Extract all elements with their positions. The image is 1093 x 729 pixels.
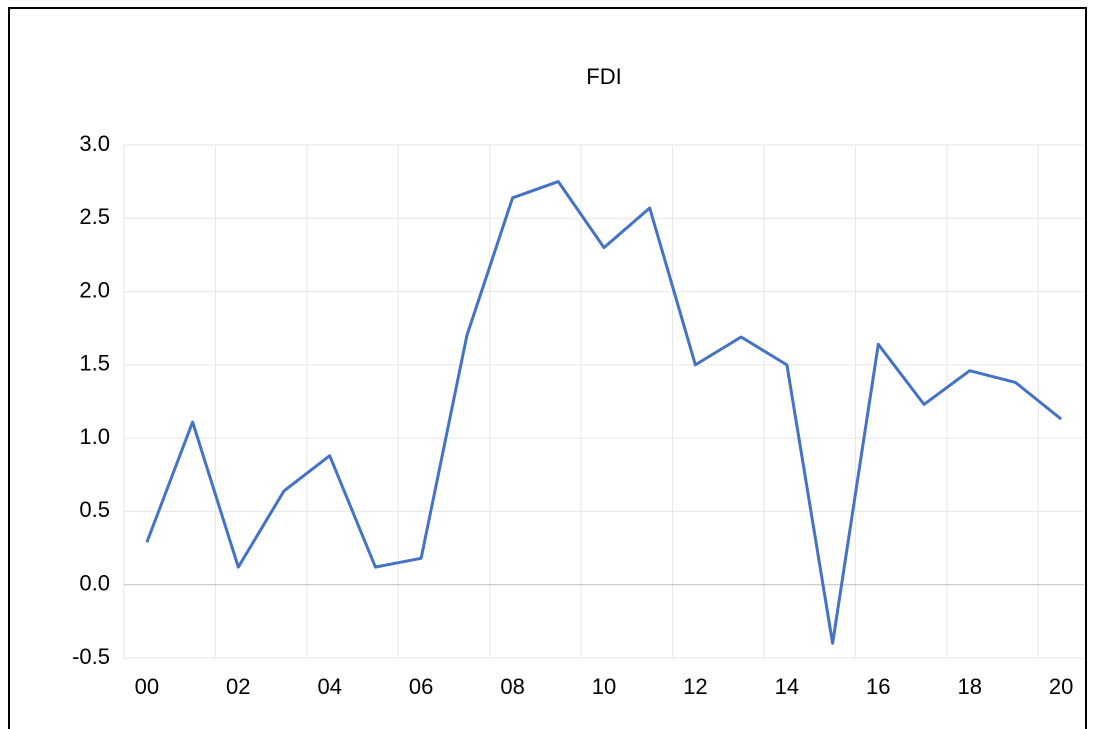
y-tick-label: 0.5 [79, 497, 110, 522]
x-tick-label: 12 [683, 674, 707, 699]
x-tick-label: 04 [317, 674, 341, 699]
x-tick-label: 08 [500, 674, 524, 699]
y-tick-label: 2.5 [79, 204, 110, 229]
y-tick-label: 1.5 [79, 351, 110, 376]
x-tick-label: 02 [226, 674, 250, 699]
chart-title: FDI [586, 64, 621, 89]
x-tick-label: 16 [866, 674, 890, 699]
y-tick-label: -0.5 [72, 644, 110, 669]
y-tick-label: 3.0 [79, 131, 110, 156]
x-tick-label: 14 [775, 674, 799, 699]
line-series [145, 180, 1063, 645]
x-tick-label: 20 [1049, 674, 1073, 699]
frame [8, 7, 1087, 729]
x-tick-label: 10 [592, 674, 616, 699]
x-tick-label: 18 [957, 674, 981, 699]
y-tick-label: 2.0 [79, 277, 110, 302]
x-tick-label: 00 [135, 674, 159, 699]
y-tick-label: 0.0 [79, 571, 110, 596]
y-tick-label: 1.0 [79, 424, 110, 449]
x-tick-label: 06 [409, 674, 433, 699]
